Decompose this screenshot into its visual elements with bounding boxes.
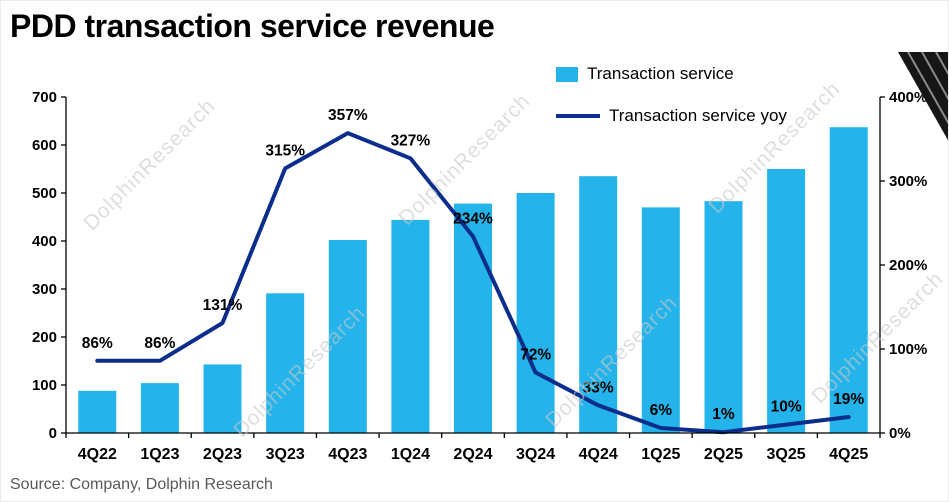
bar-4Q23	[328, 240, 367, 433]
yoy-label-2Q23: 131%	[203, 297, 243, 314]
x-tick-label-4Q23: 4Q23	[328, 446, 367, 463]
right-tick-label: 200%	[889, 257, 927, 274]
yoy-label-2Q24: 234%	[453, 210, 493, 227]
right-tick-label: 0%	[889, 425, 911, 442]
left-tick-label: 400	[32, 233, 57, 250]
legend-item-transaction-service: Transaction service	[556, 64, 787, 84]
left-tick-label: 500	[32, 185, 57, 202]
legend-item-transaction-service-yoy: Transaction service yoy	[556, 106, 787, 126]
legend: Transaction service Transaction service …	[556, 64, 787, 126]
bar-2Q24	[454, 203, 492, 433]
bar-3Q25	[767, 169, 806, 433]
bar-3Q24	[516, 193, 555, 433]
yoy-data-labels: 86% 86% 131% 315% 357% 327% 234% 72% 33% 6% 1% 10% 1…	[82, 107, 865, 423]
yoy-label-1Q23: 86%	[144, 335, 175, 352]
x-tick-label-4Q25: 4Q25	[829, 446, 868, 463]
right-tick-label: 400%	[889, 89, 927, 106]
x-tick-label-3Q25: 3Q25	[767, 446, 806, 463]
bar-2Q25	[704, 201, 743, 433]
yoy-label-1Q24: 327%	[391, 132, 431, 149]
left-tick-label: 700	[32, 89, 57, 106]
yoy-label-1Q25: 6%	[650, 402, 673, 419]
left-tick-label: 0	[49, 425, 57, 442]
x-tick-label-3Q24: 3Q24	[516, 446, 555, 463]
x-tick-label-1Q23: 1Q23	[140, 446, 179, 463]
x-tick-label-4Q22: 4Q22	[78, 446, 117, 463]
chart-title: PDD transaction service revenue	[10, 8, 495, 44]
legend-line-swatch	[556, 114, 600, 118]
x-tick-label-3Q23: 3Q23	[266, 446, 305, 463]
yoy-label-4Q25: 19%	[833, 391, 864, 408]
bar-4Q25	[829, 127, 868, 433]
left-tick-label: 300	[32, 281, 57, 298]
yoy-line	[95, 131, 851, 435]
bars-series	[78, 127, 868, 433]
bar-1Q24	[391, 219, 430, 433]
yoy-label-3Q24: 72%	[520, 347, 551, 364]
yoy-label-2Q25: 1%	[712, 406, 735, 423]
legend-bar-swatch	[556, 66, 578, 82]
right-axis: 0% 100% 200% 300% 400%	[880, 89, 927, 442]
yoy-label-4Q23: 357%	[328, 107, 368, 124]
yoy-label-4Q22: 86%	[82, 335, 113, 352]
legend-bar-label: Transaction service	[587, 64, 734, 83]
x-tick-label-2Q25: 2Q25	[704, 446, 743, 463]
x-tick-label-1Q24: 1Q24	[391, 446, 430, 463]
x-tick-label-4Q24: 4Q24	[579, 446, 618, 463]
left-tick-label: 600	[32, 137, 57, 154]
bar-1Q23	[140, 383, 179, 433]
bar-1Q25	[641, 207, 680, 433]
x-tick-label-2Q24: 2Q24	[453, 446, 492, 463]
corner-watermark	[898, 51, 949, 142]
yoy-label-3Q25: 10%	[771, 399, 802, 416]
bar-3Q23	[266, 293, 305, 433]
bar-2Q23	[203, 364, 242, 433]
left-axis: 0 100 200 300 400 500 600 700	[32, 89, 66, 442]
x-tick-label-1Q25: 1Q25	[641, 446, 680, 463]
bar-4Q24	[579, 176, 618, 433]
legend-line-label: Transaction service yoy	[609, 106, 787, 125]
yoy-label-3Q23: 315%	[265, 142, 305, 159]
x-axis: 4Q22 1Q23 2Q23 3Q23 4Q23 1Q24 2Q24 3Q24 4Q24 1Q25…	[65, 433, 881, 463]
right-tick-label: 100%	[889, 341, 927, 358]
bar-4Q22	[78, 390, 117, 433]
x-tick-label-2Q23: 2Q23	[203, 446, 242, 463]
right-tick-label: 300%	[889, 173, 927, 190]
yoy-label-4Q24: 33%	[583, 379, 614, 396]
left-tick-label: 100	[32, 377, 57, 394]
source-note: Source: Company, Dolphin Research	[10, 476, 273, 493]
left-tick-label: 200	[32, 329, 57, 346]
